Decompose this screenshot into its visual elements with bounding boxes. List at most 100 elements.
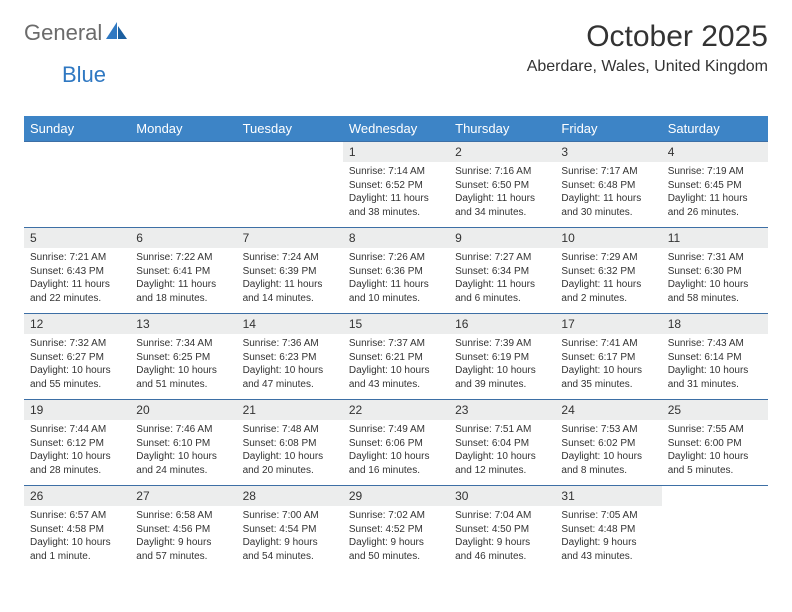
calendar-cell: 14Sunrise: 7:36 AMSunset: 6:23 PMDayligh… [237, 314, 343, 400]
day-number: 16 [449, 314, 555, 334]
calendar-cell: 5Sunrise: 7:21 AMSunset: 6:43 PMDaylight… [24, 228, 130, 314]
calendar-cell: 3Sunrise: 7:17 AMSunset: 6:48 PMDaylight… [555, 142, 661, 228]
calendar-week-row: 5Sunrise: 7:21 AMSunset: 6:43 PMDaylight… [24, 228, 768, 314]
calendar-cell: 22Sunrise: 7:49 AMSunset: 6:06 PMDayligh… [343, 400, 449, 486]
col-monday: Monday [130, 116, 236, 142]
calendar-cell: 18Sunrise: 7:43 AMSunset: 6:14 PMDayligh… [662, 314, 768, 400]
logo-sail-icon [106, 22, 128, 45]
day-number: 18 [662, 314, 768, 334]
day-detail: Sunrise: 7:00 AMSunset: 4:54 PMDaylight:… [237, 506, 343, 567]
calendar-cell: 29Sunrise: 7:02 AMSunset: 4:52 PMDayligh… [343, 486, 449, 572]
day-detail: Sunrise: 7:53 AMSunset: 6:02 PMDaylight:… [555, 420, 661, 481]
day-number: 1 [343, 142, 449, 162]
day-number: 24 [555, 400, 661, 420]
day-detail: Sunrise: 6:58 AMSunset: 4:56 PMDaylight:… [130, 506, 236, 567]
day-detail: Sunrise: 7:36 AMSunset: 6:23 PMDaylight:… [237, 334, 343, 395]
day-number: 8 [343, 228, 449, 248]
day-detail: Sunrise: 7:51 AMSunset: 6:04 PMDaylight:… [449, 420, 555, 481]
calendar-week-row: 26Sunrise: 6:57 AMSunset: 4:58 PMDayligh… [24, 486, 768, 572]
calendar-week-row: 1Sunrise: 7:14 AMSunset: 6:52 PMDaylight… [24, 142, 768, 228]
calendar-cell: 13Sunrise: 7:34 AMSunset: 6:25 PMDayligh… [130, 314, 236, 400]
day-number: 9 [449, 228, 555, 248]
day-detail: Sunrise: 7:44 AMSunset: 6:12 PMDaylight:… [24, 420, 130, 481]
day-number: 7 [237, 228, 343, 248]
day-detail: Sunrise: 7:26 AMSunset: 6:36 PMDaylight:… [343, 248, 449, 309]
col-thursday: Thursday [449, 116, 555, 142]
calendar-cell: 12Sunrise: 7:32 AMSunset: 6:27 PMDayligh… [24, 314, 130, 400]
day-number: 19 [24, 400, 130, 420]
day-number: 26 [24, 486, 130, 506]
logo-text-general: General [24, 20, 102, 46]
calendar-cell: 16Sunrise: 7:39 AMSunset: 6:19 PMDayligh… [449, 314, 555, 400]
day-detail: Sunrise: 7:29 AMSunset: 6:32 PMDaylight:… [555, 248, 661, 309]
day-detail: Sunrise: 7:41 AMSunset: 6:17 PMDaylight:… [555, 334, 661, 395]
calendar-cell: 26Sunrise: 6:57 AMSunset: 4:58 PMDayligh… [24, 486, 130, 572]
logo: General [24, 20, 130, 46]
calendar-cell [24, 142, 130, 228]
calendar-cell: 7Sunrise: 7:24 AMSunset: 6:39 PMDaylight… [237, 228, 343, 314]
calendar-cell [662, 486, 768, 572]
calendar-cell: 31Sunrise: 7:05 AMSunset: 4:48 PMDayligh… [555, 486, 661, 572]
day-detail: Sunrise: 7:32 AMSunset: 6:27 PMDaylight:… [24, 334, 130, 395]
calendar-cell [130, 142, 236, 228]
calendar-cell: 27Sunrise: 6:58 AMSunset: 4:56 PMDayligh… [130, 486, 236, 572]
day-number: 25 [662, 400, 768, 420]
day-number: 5 [24, 228, 130, 248]
day-number: 23 [449, 400, 555, 420]
calendar-cell: 23Sunrise: 7:51 AMSunset: 6:04 PMDayligh… [449, 400, 555, 486]
day-number: 10 [555, 228, 661, 248]
day-number [130, 142, 236, 162]
day-number: 28 [237, 486, 343, 506]
col-wednesday: Wednesday [343, 116, 449, 142]
day-detail: Sunrise: 7:49 AMSunset: 6:06 PMDaylight:… [343, 420, 449, 481]
day-number [662, 486, 768, 506]
day-number: 30 [449, 486, 555, 506]
day-number: 31 [555, 486, 661, 506]
day-detail: Sunrise: 7:05 AMSunset: 4:48 PMDaylight:… [555, 506, 661, 567]
day-number: 11 [662, 228, 768, 248]
calendar-week-row: 12Sunrise: 7:32 AMSunset: 6:27 PMDayligh… [24, 314, 768, 400]
day-number: 27 [130, 486, 236, 506]
day-detail: Sunrise: 7:27 AMSunset: 6:34 PMDaylight:… [449, 248, 555, 309]
day-number: 6 [130, 228, 236, 248]
day-detail: Sunrise: 7:02 AMSunset: 4:52 PMDaylight:… [343, 506, 449, 567]
day-detail: Sunrise: 7:43 AMSunset: 6:14 PMDaylight:… [662, 334, 768, 395]
day-detail: Sunrise: 7:22 AMSunset: 6:41 PMDaylight:… [130, 248, 236, 309]
day-detail: Sunrise: 7:14 AMSunset: 6:52 PMDaylight:… [343, 162, 449, 223]
calendar-cell: 4Sunrise: 7:19 AMSunset: 6:45 PMDaylight… [662, 142, 768, 228]
calendar-cell: 11Sunrise: 7:31 AMSunset: 6:30 PMDayligh… [662, 228, 768, 314]
calendar-cell: 6Sunrise: 7:22 AMSunset: 6:41 PMDaylight… [130, 228, 236, 314]
day-number: 17 [555, 314, 661, 334]
day-detail: Sunrise: 6:57 AMSunset: 4:58 PMDaylight:… [24, 506, 130, 567]
calendar-header-row: Sunday Monday Tuesday Wednesday Thursday… [24, 116, 768, 142]
col-sunday: Sunday [24, 116, 130, 142]
day-detail: Sunrise: 7:37 AMSunset: 6:21 PMDaylight:… [343, 334, 449, 395]
calendar-cell: 19Sunrise: 7:44 AMSunset: 6:12 PMDayligh… [24, 400, 130, 486]
calendar-cell: 25Sunrise: 7:55 AMSunset: 6:00 PMDayligh… [662, 400, 768, 486]
day-detail: Sunrise: 7:04 AMSunset: 4:50 PMDaylight:… [449, 506, 555, 567]
day-detail: Sunrise: 7:19 AMSunset: 6:45 PMDaylight:… [662, 162, 768, 223]
day-number: 29 [343, 486, 449, 506]
day-detail: Sunrise: 7:39 AMSunset: 6:19 PMDaylight:… [449, 334, 555, 395]
col-tuesday: Tuesday [237, 116, 343, 142]
calendar-cell: 20Sunrise: 7:46 AMSunset: 6:10 PMDayligh… [130, 400, 236, 486]
calendar-cell: 8Sunrise: 7:26 AMSunset: 6:36 PMDaylight… [343, 228, 449, 314]
day-detail: Sunrise: 7:21 AMSunset: 6:43 PMDaylight:… [24, 248, 130, 309]
day-number: 4 [662, 142, 768, 162]
calendar-cell: 9Sunrise: 7:27 AMSunset: 6:34 PMDaylight… [449, 228, 555, 314]
calendar-table: Sunday Monday Tuesday Wednesday Thursday… [24, 116, 768, 572]
day-number: 22 [343, 400, 449, 420]
day-number: 3 [555, 142, 661, 162]
logo-text-blue: Blue [62, 62, 106, 87]
page-title: October 2025 [527, 20, 768, 54]
day-detail: Sunrise: 7:46 AMSunset: 6:10 PMDaylight:… [130, 420, 236, 481]
day-detail: Sunrise: 7:16 AMSunset: 6:50 PMDaylight:… [449, 162, 555, 223]
day-number: 14 [237, 314, 343, 334]
day-detail: Sunrise: 7:31 AMSunset: 6:30 PMDaylight:… [662, 248, 768, 309]
day-detail: Sunrise: 7:34 AMSunset: 6:25 PMDaylight:… [130, 334, 236, 395]
calendar-cell: 10Sunrise: 7:29 AMSunset: 6:32 PMDayligh… [555, 228, 661, 314]
day-number [24, 142, 130, 162]
calendar-cell: 28Sunrise: 7:00 AMSunset: 4:54 PMDayligh… [237, 486, 343, 572]
calendar-cell: 2Sunrise: 7:16 AMSunset: 6:50 PMDaylight… [449, 142, 555, 228]
calendar-cell [237, 142, 343, 228]
